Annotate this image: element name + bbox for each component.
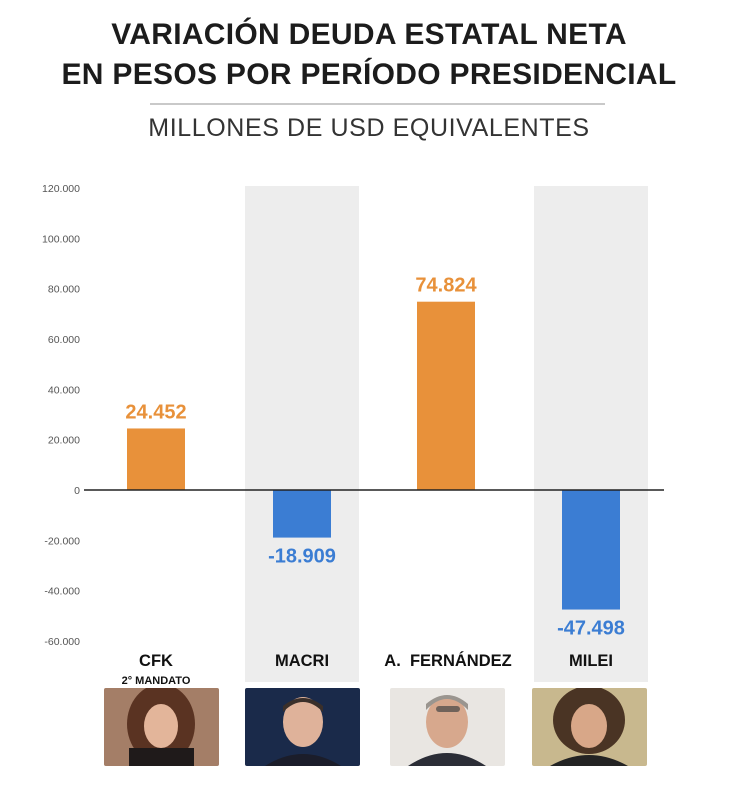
data-label: -47.498 [557,618,625,640]
data-label: 74.824 [415,275,477,297]
bar [127,428,185,490]
data-label: 24.452 [125,401,186,423]
chart-subtitle: MILLONES DE USD EQUIVALENTES [148,114,590,142]
y-tick-label: -60.000 [44,636,80,648]
y-tick-label: 20.000 [48,435,80,447]
y-tick-label: 40.000 [48,384,80,396]
data-label: -18.909 [268,546,336,568]
category-label: CFK [139,652,173,670]
bar [562,490,620,610]
chart-title-line2: EN PESOS POR PERÍODO PRESIDENCIAL [61,58,677,91]
cfk-portrait [104,688,219,766]
macri-portrait [245,688,360,766]
milei-portrait [532,688,647,766]
category-band [245,186,359,682]
title-separator [150,103,605,105]
bar [417,301,475,490]
y-tick-label: 80.000 [48,284,80,296]
y-tick-label: 100.000 [42,233,80,245]
y-tick-label: 60.000 [48,334,80,346]
category-label: MILEI [569,652,613,670]
category-sublabel: 2° MANDATO [122,675,191,687]
y-tick-label: -20.000 [44,535,80,547]
category-label: A. FERNÁNDEZ [384,651,511,670]
chart-title-line1: VARIACIÓN DEUDA ESTATAL NETA [111,18,627,51]
y-tick-label: 120.000 [42,183,80,195]
y-tick-label: -40.000 [44,586,80,598]
y-tick-label: 0 [74,485,80,497]
category-label: MACRI [275,652,329,670]
fernandez-portrait [390,688,505,766]
bar [273,490,331,538]
